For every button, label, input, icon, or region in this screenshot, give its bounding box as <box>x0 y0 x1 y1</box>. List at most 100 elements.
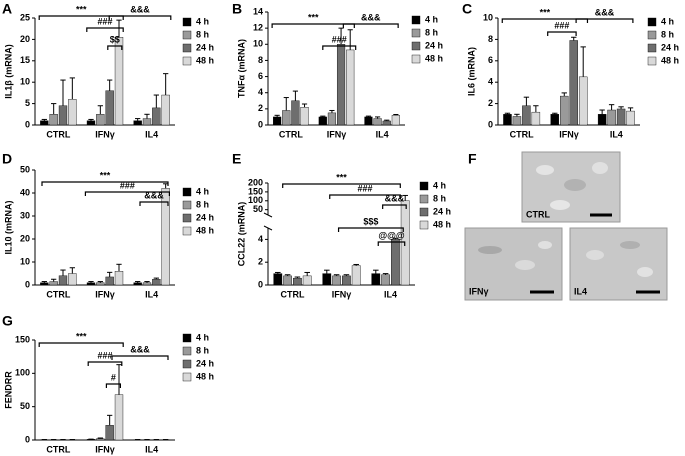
legend-label: 24 h <box>425 40 443 50</box>
bar <box>318 116 327 126</box>
significance-label: $$$ <box>363 216 378 226</box>
y-axis-label: IL10 (mRNA) <box>3 200 13 254</box>
legend-swatch <box>182 372 192 382</box>
significance-label: # <box>111 372 116 382</box>
y-tick-label: 6 <box>258 71 263 81</box>
y-tick-label: 40 <box>20 187 30 197</box>
y-tick-label: 5 <box>25 98 30 108</box>
bar <box>40 120 49 126</box>
y-tick-label: 4 <box>258 87 263 97</box>
bar <box>351 265 361 286</box>
significance-label: ### <box>554 20 569 30</box>
bar <box>68 273 77 286</box>
significance-bracket <box>337 227 404 232</box>
significance-bracket <box>501 18 589 23</box>
significance-label: &&& <box>385 193 405 203</box>
bar <box>391 239 400 286</box>
significance-bracket <box>108 15 172 20</box>
significance-label: *** <box>308 12 319 22</box>
x-tick-label: IFNγ <box>95 129 115 139</box>
bar <box>300 107 309 126</box>
legend-label: 48 h <box>425 53 443 63</box>
bar <box>371 273 381 286</box>
y-tick-label: 15 <box>20 55 30 65</box>
bar <box>114 37 124 126</box>
y-axis-label: IL1β (mRNA) <box>3 44 13 99</box>
significance-label: ### <box>97 16 112 26</box>
x-tick-label: IFNγ <box>332 289 352 299</box>
bar <box>578 76 588 126</box>
x-tick-label: IL4 <box>145 289 158 299</box>
bar <box>86 282 96 286</box>
legend-swatch <box>182 187 192 197</box>
legend-label: 24 h <box>196 358 214 368</box>
x-tick-label: IL4 <box>384 289 397 299</box>
legend-label: 4 h <box>196 332 209 342</box>
bar <box>550 114 560 126</box>
significance-bracket <box>575 18 634 23</box>
y-axis-label: IL6 (mRNA) <box>466 47 476 96</box>
legend-swatch <box>182 30 192 40</box>
bar <box>133 120 142 126</box>
bar <box>522 105 531 126</box>
legend-label: 8 h <box>661 29 674 39</box>
significance-bracket <box>139 201 169 206</box>
y-tick-label: 12 <box>253 23 263 33</box>
bar <box>58 105 68 126</box>
x-tick-label: CTRL <box>279 129 303 139</box>
bar <box>382 120 391 126</box>
y-tick-label: 25 <box>20 12 30 22</box>
y-tick-label: 0 <box>25 434 30 444</box>
bar <box>322 273 332 286</box>
legend-swatch <box>182 56 192 66</box>
legend-label: 8 h <box>433 193 446 203</box>
significance-bracket <box>111 355 169 360</box>
significance-bracket <box>41 181 169 186</box>
significance-label: @@@ <box>378 230 405 240</box>
significance-label: *** <box>100 170 111 180</box>
legend-label: 4 h <box>196 16 209 26</box>
legend-swatch <box>647 56 657 66</box>
bar <box>96 114 105 126</box>
x-tick-label: IFNγ <box>95 289 115 299</box>
legend-label: 8 h <box>196 345 209 355</box>
micrograph <box>464 227 563 301</box>
micrograph-label: CTRL <box>526 209 550 219</box>
legend-label: 24 h <box>661 42 679 52</box>
x-tick-label: IL4 <box>145 129 158 139</box>
legend-label: 24 h <box>196 42 214 52</box>
legend-swatch <box>411 28 421 38</box>
y-tick-label: 50 <box>20 164 30 174</box>
bar <box>142 282 152 286</box>
x-tick-label: IFNγ <box>559 129 579 139</box>
y-tick-label: 150 <box>15 334 30 344</box>
y-tick-label: 50 <box>253 204 263 214</box>
significance-bracket <box>322 45 357 50</box>
bar <box>597 114 607 126</box>
legend-swatch <box>647 43 657 53</box>
legend-swatch <box>419 181 429 191</box>
significance-label: ### <box>358 183 373 193</box>
significance-label: *** <box>336 172 347 182</box>
legend-label: 4 h <box>433 180 446 190</box>
y-tick-label: 0 <box>258 119 263 129</box>
significance-label: &&& <box>144 190 164 200</box>
bar <box>512 116 522 126</box>
significance-label: *** <box>76 331 87 341</box>
x-tick-label: CTRL <box>281 289 305 299</box>
significance-bracket <box>38 15 124 20</box>
micrograph <box>521 151 621 223</box>
legend-label: 8 h <box>196 29 209 39</box>
y-tick-label: 30 <box>20 210 30 220</box>
significance-bracket <box>329 194 401 199</box>
bar <box>161 94 170 126</box>
y-tick-label: 6 <box>488 55 493 65</box>
y-tick-label: 8 <box>488 34 493 44</box>
significance-bracket <box>377 241 406 246</box>
legend-swatch <box>182 200 192 210</box>
bar <box>336 44 346 126</box>
y-axis-label: TNFα (mRNA) <box>236 39 246 98</box>
bar <box>327 112 337 126</box>
bar <box>616 108 626 126</box>
